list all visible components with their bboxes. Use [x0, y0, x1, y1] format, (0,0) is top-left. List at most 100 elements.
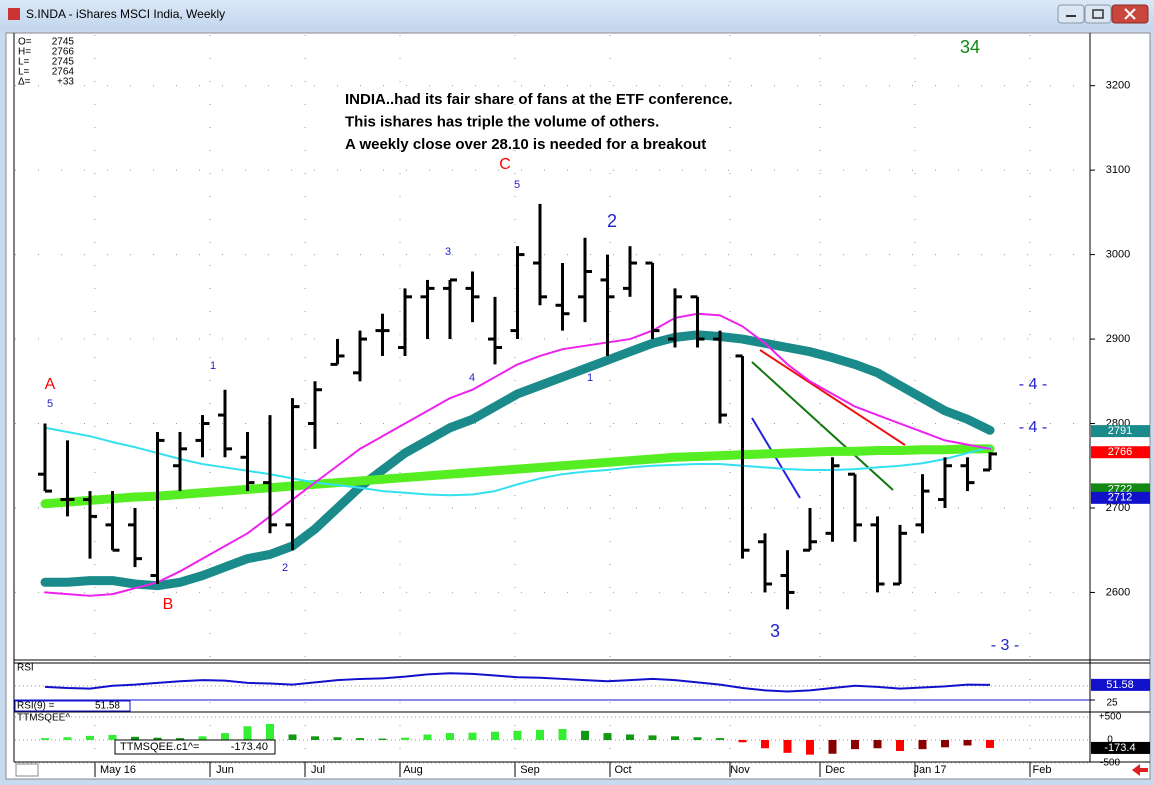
ttm-badge-label: -173.4	[1104, 742, 1135, 754]
info-value: +33	[57, 77, 74, 88]
ttm-bar	[401, 737, 409, 740]
wave-label: - 3 -	[991, 637, 1019, 654]
price-badge-label: 2712	[1108, 492, 1132, 504]
x-tick-label: May 16	[100, 764, 136, 776]
y-tick-label: 3000	[1106, 249, 1130, 261]
wave-label: 5	[514, 179, 520, 191]
price-badge-label: 2791	[1108, 425, 1132, 437]
ttm-bar	[581, 730, 589, 740]
ttm-bar	[41, 738, 49, 740]
rsi-readout-value: 51.58	[95, 701, 120, 712]
ttm-bar	[423, 734, 432, 740]
wave-label: C	[499, 156, 511, 173]
ttm-bar	[603, 733, 612, 740]
ttm-bar	[783, 739, 792, 753]
y-tick-label: 3200	[1106, 80, 1130, 92]
ttm-bar	[221, 733, 229, 740]
ttm-bar	[108, 734, 117, 740]
wave-label: 1	[587, 372, 593, 384]
ttm-readout-value: -173.40	[231, 741, 268, 753]
ttm-bar	[918, 739, 927, 750]
info-label: Δ=	[18, 77, 31, 88]
app-icon	[8, 8, 20, 20]
scroll-box[interactable]	[15, 763, 39, 777]
y-tick-label: 2900	[1106, 333, 1130, 345]
ttm-bar	[873, 739, 882, 749]
wave-label: 5	[47, 398, 53, 410]
ttm-bar	[851, 739, 859, 750]
rsi-readout: RSI(9) =	[17, 701, 55, 712]
price-badge-label: 2766	[1108, 446, 1132, 458]
info-label: L=	[18, 57, 30, 68]
ttm-bar	[131, 736, 139, 740]
info-value: 2766	[52, 47, 75, 58]
scroll-arrow[interactable]	[1132, 764, 1148, 776]
ttm-tick-label: -500	[1100, 758, 1120, 769]
maximize-button[interactable]	[1084, 4, 1112, 24]
ttm-readout: TTMSQEE.c1^=	[120, 741, 199, 753]
wave-label: 4	[469, 372, 475, 384]
ttm-bar	[828, 739, 837, 754]
rsi-line	[44, 672, 991, 693]
rsi-label: RSI	[17, 663, 34, 674]
ttm-bar	[176, 738, 184, 740]
ttm-tick-label: +500	[1099, 712, 1122, 723]
trend-line	[759, 349, 906, 446]
ttm-bar	[63, 737, 72, 740]
ttm-bar	[378, 738, 387, 740]
window-title: S.INDA - iShares MSCI India, Weekly	[26, 7, 225, 21]
price-badge	[1091, 446, 1150, 459]
chart-area	[5, 32, 1151, 780]
ttm-bar	[356, 738, 364, 740]
rsi-badge-label: 51.58	[1106, 679, 1134, 691]
info-label: H=	[18, 47, 31, 58]
price-badge	[1091, 425, 1150, 438]
ttm-tick-label: 0	[1107, 735, 1113, 746]
moving-average-line	[40, 330, 995, 591]
ttm-bar	[761, 739, 769, 749]
wave-label: 34	[960, 37, 980, 57]
x-tick-label: Dec	[825, 764, 845, 776]
comment-text: INDIA..had its fair share of fans at the…	[345, 91, 733, 108]
ttm-bar	[333, 737, 342, 740]
ttm-bar	[941, 739, 949, 748]
moving-average-line	[40, 444, 995, 509]
info-value: 2745	[52, 57, 75, 68]
rsi-badge	[1091, 678, 1150, 691]
x-tick-label: Feb	[1033, 764, 1052, 776]
comment-text: A weekly close over 28.10 is needed for …	[345, 136, 706, 153]
ttm-bar	[626, 734, 634, 740]
title-bar	[0, 0, 1154, 30]
x-tick-label: Jan 17	[913, 764, 946, 776]
rsi-tick-label: 25	[1106, 698, 1118, 709]
ttm-bar	[806, 739, 814, 755]
ttm-bar	[693, 737, 702, 740]
x-tick-label: Oct	[614, 764, 631, 776]
ttm-bar	[963, 739, 972, 746]
y-tick-label: 2700	[1106, 502, 1130, 514]
ttm-label: TTMSQEE^	[17, 713, 70, 724]
y-tick-label: 3100	[1106, 164, 1130, 176]
ttm-bar	[716, 738, 724, 740]
wave-label: - 4 -	[1019, 419, 1047, 436]
ttm-readout-box	[114, 739, 276, 755]
x-tick-label: Jun	[216, 764, 234, 776]
ttm-bar	[311, 736, 319, 740]
info-value: 2764	[52, 67, 75, 78]
x-tick-label: Sep	[520, 764, 540, 776]
minimize-button[interactable]	[1057, 4, 1085, 24]
ttm-bar	[468, 732, 477, 740]
info-label: O=	[18, 37, 32, 48]
info-value: 2745	[52, 37, 75, 48]
ttm-bar	[558, 728, 567, 740]
ttm-bar	[738, 739, 747, 743]
ttm-bar	[896, 739, 904, 751]
ttm-bar	[153, 737, 162, 740]
wave-label: 2	[282, 562, 288, 574]
ttm-bar	[491, 731, 499, 740]
x-tick-label: Jul	[311, 764, 325, 776]
wave-label: 3	[445, 246, 451, 258]
x-tick-label: Aug	[403, 764, 423, 776]
wave-label: - 4 -	[1019, 376, 1047, 393]
